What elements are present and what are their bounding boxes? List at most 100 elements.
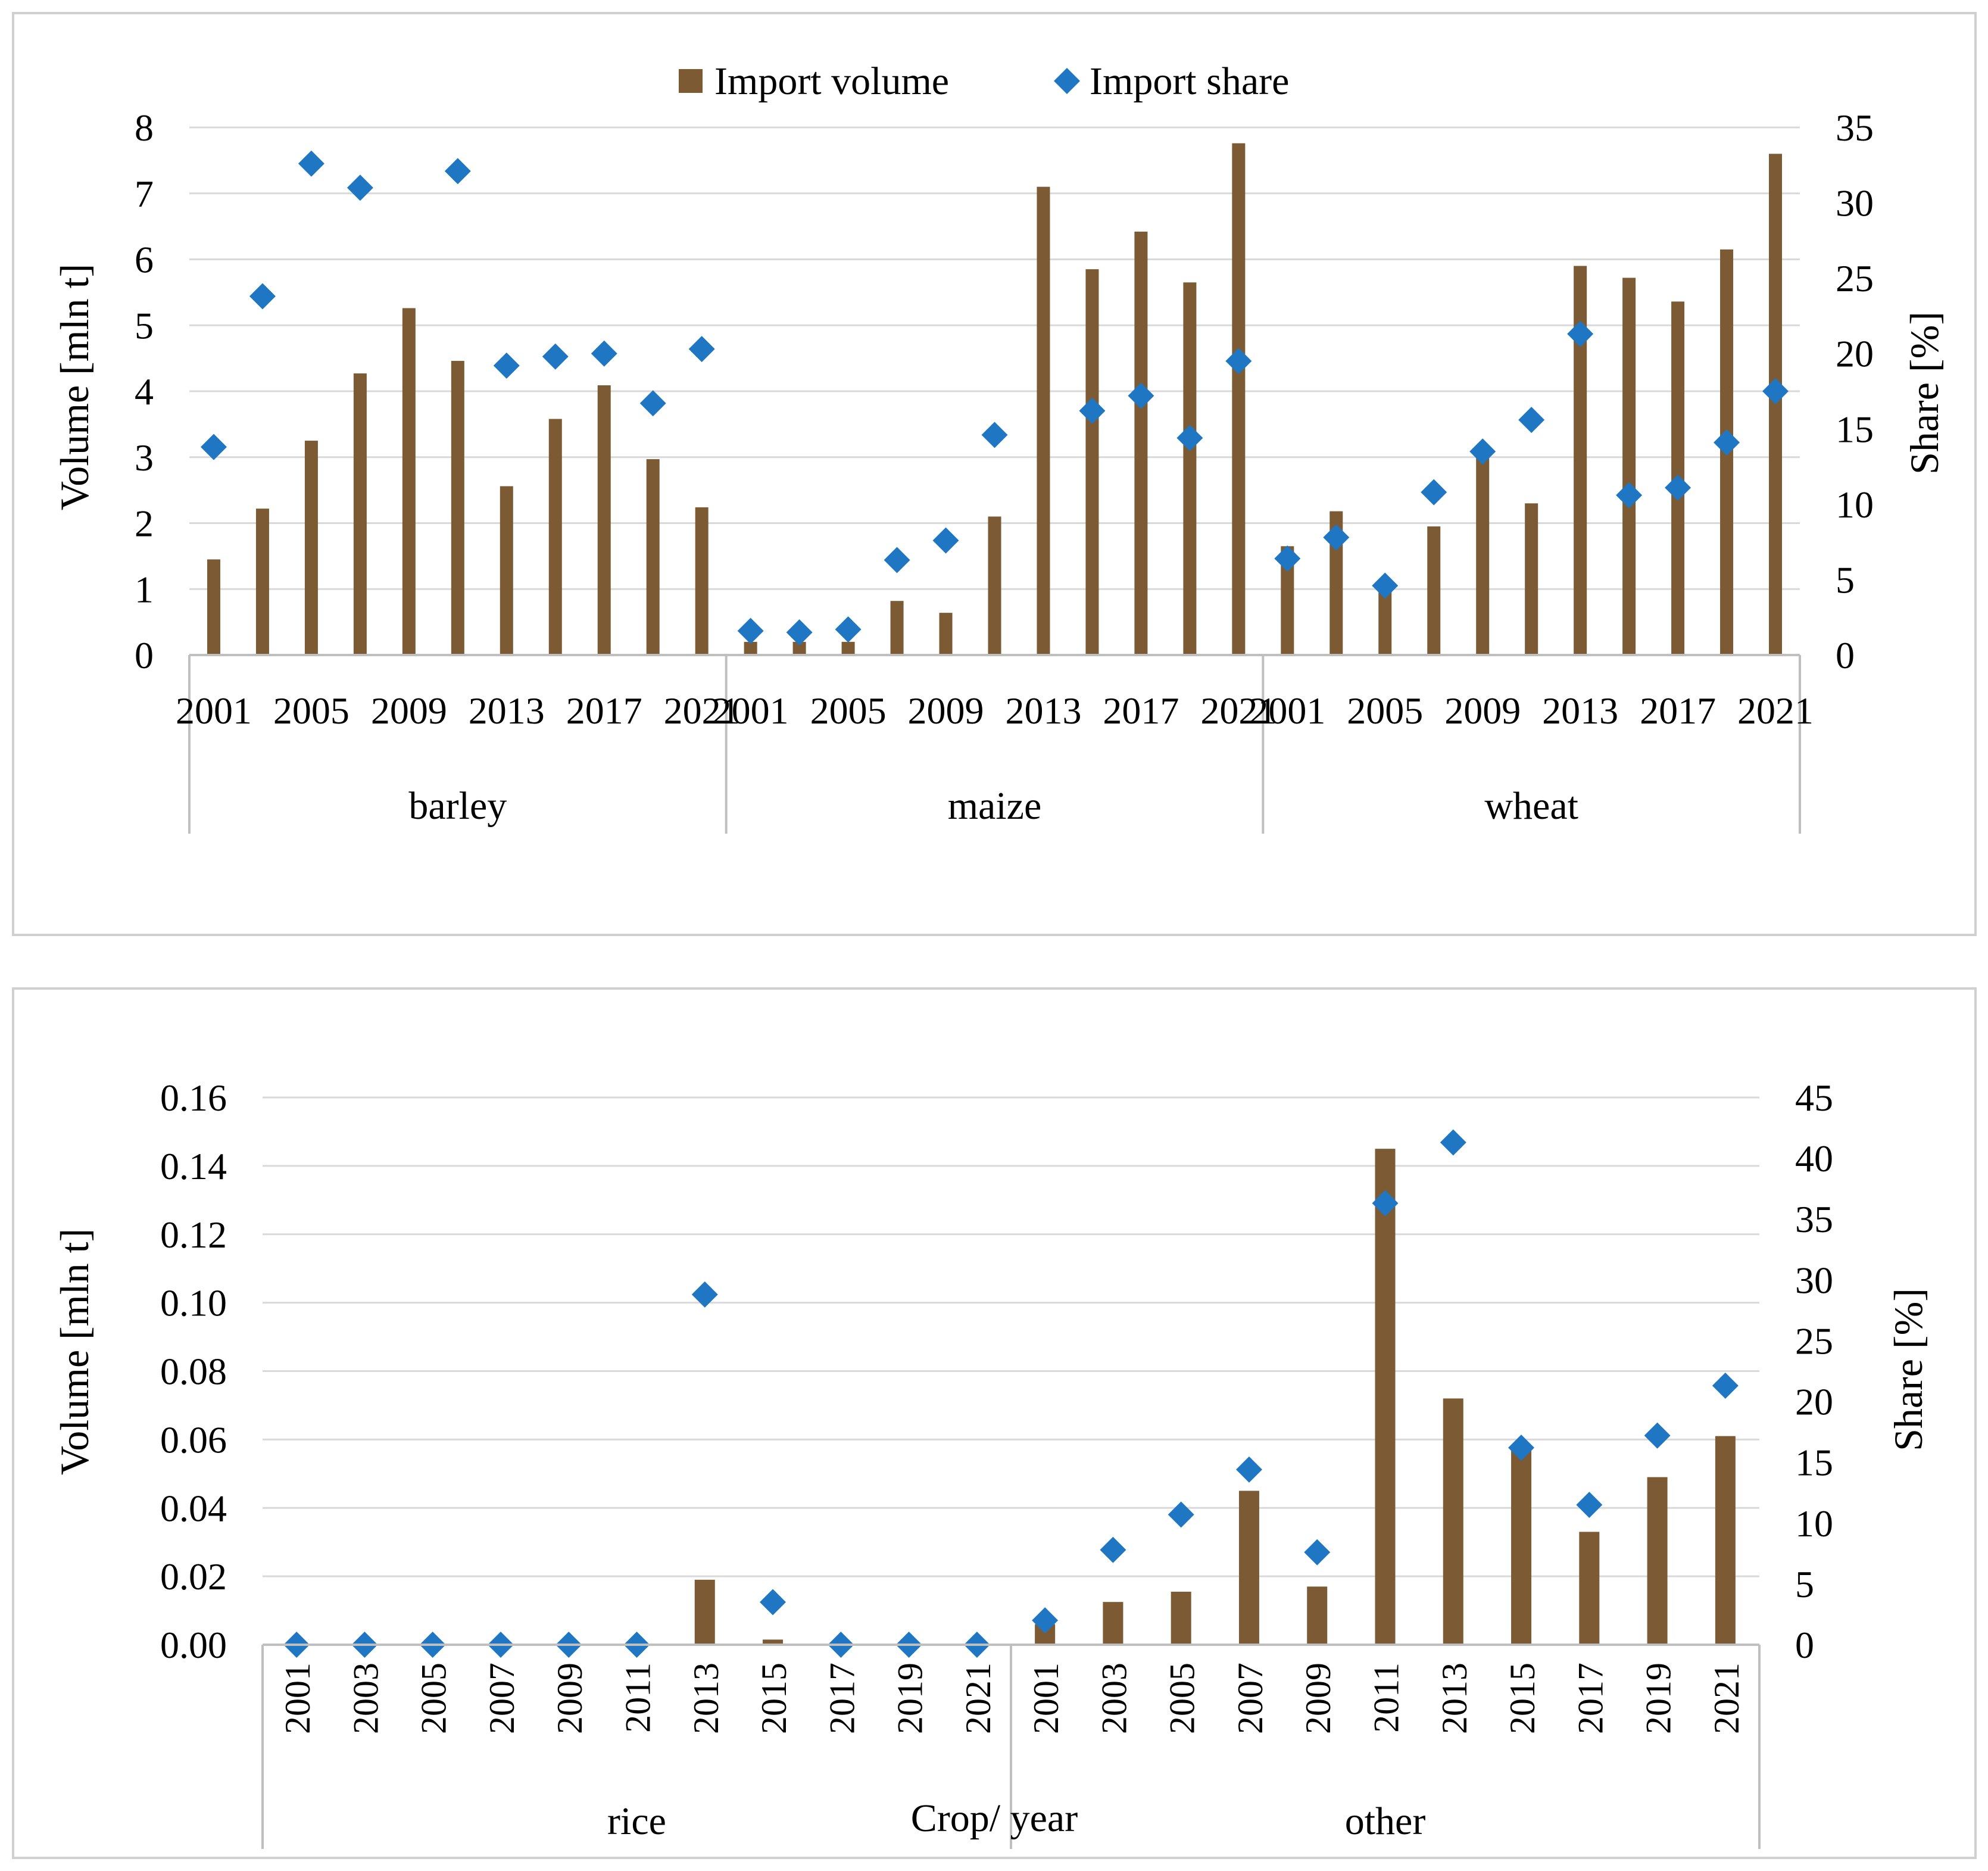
y-tick-label: 8 xyxy=(135,107,154,149)
share-point-other-2021 xyxy=(1712,1373,1739,1399)
top-left-tick-labels: 0 1 2 3 4 5 6 7 8 xyxy=(135,107,154,676)
year-tick-label: 2013 xyxy=(1542,690,1618,732)
volume-bar-wheat-2015 xyxy=(1622,277,1636,655)
share-point-maize-2011 xyxy=(981,422,1008,448)
share-point-wheat-2003 xyxy=(1323,524,1350,551)
year-tick-label: 2013 xyxy=(1435,1663,1474,1734)
year-tick-label: 2001 xyxy=(1249,690,1325,732)
volume-bar-maize-2001 xyxy=(744,641,757,655)
bottom-group-labels: rice other xyxy=(607,1800,1425,1843)
y-tick-label: 6 xyxy=(135,239,154,281)
share-point-barley-2005 xyxy=(298,150,324,177)
bottom-right-axis-title: Share [%] xyxy=(1886,1288,1931,1451)
share-point-wheat-2009 xyxy=(1469,438,1496,465)
top-right-axis-title: Share [%] xyxy=(1902,311,1947,475)
y-tick-label: 0.02 xyxy=(160,1555,227,1598)
volume-bar-other-2013 xyxy=(1443,1398,1463,1645)
y-tick-label: 4 xyxy=(135,370,154,413)
volume-bar-other-2011 xyxy=(1375,1149,1396,1645)
bottom-right-tick-labels: 0 5 10 15 20 25 30 35 40 45 xyxy=(1795,1077,1833,1666)
volume-bar-maize-2017 xyxy=(1134,231,1148,655)
volume-bar-maize-2007 xyxy=(890,601,904,655)
y-tick-label: 5 xyxy=(135,304,154,347)
volume-bar-barley-2009 xyxy=(402,308,416,655)
year-tick-label: 2007 xyxy=(1231,1663,1270,1734)
year-tick-label: 2017 xyxy=(1103,690,1179,732)
y-tick-label: 0.10 xyxy=(160,1282,227,1324)
share-point-barley-2015 xyxy=(542,343,569,370)
volume-bar-other-2015 xyxy=(1511,1446,1532,1645)
legend-volume-swatch xyxy=(679,69,703,93)
year-tick-label: 2003 xyxy=(346,1663,385,1734)
top-chart: 0 1 2 3 4 5 6 7 8 0 5 10 15 20 25 30 35 2001 2005 2009 201… xyxy=(12,12,1977,936)
share-point-rice-2015 xyxy=(760,1589,787,1616)
volume-bar-wheat-2011 xyxy=(1525,503,1538,655)
volume-bar-maize-2015 xyxy=(1085,269,1099,655)
share-point-maize-2007 xyxy=(884,547,910,573)
share-point-rice-2013 xyxy=(691,1281,718,1308)
year-tick-label: 2011 xyxy=(619,1663,658,1733)
year-tick-label: 2021 xyxy=(1200,690,1277,732)
volume-bar-other-2019 xyxy=(1647,1477,1668,1645)
volume-bar-wheat-2021 xyxy=(1769,154,1783,655)
y-tick-label: 7 xyxy=(135,173,154,215)
top-volume-bars xyxy=(207,143,1783,655)
y-right-tick-label: 30 xyxy=(1836,182,1874,224)
legend-share-marker xyxy=(1054,68,1080,94)
volume-bar-maize-2019 xyxy=(1183,282,1197,655)
group-label-rice: rice xyxy=(607,1800,666,1843)
y-right-tick-label: 0 xyxy=(1836,634,1855,676)
share-point-wheat-2021 xyxy=(1762,378,1789,404)
bottom-chart-frame xyxy=(12,987,1977,1859)
y-right-tick-label: 45 xyxy=(1795,1077,1833,1119)
share-point-maize-2003 xyxy=(786,619,813,646)
y-tick-label: 1 xyxy=(135,568,154,610)
share-point-other-2011 xyxy=(1372,1190,1399,1217)
share-point-wheat-2001 xyxy=(1274,545,1301,572)
volume-bar-barley-2005 xyxy=(304,441,318,655)
share-point-wheat-2005 xyxy=(1372,572,1399,599)
volume-bar-other-2007 xyxy=(1238,1490,1259,1645)
volume-bar-maize-2013 xyxy=(1037,186,1050,655)
y-right-tick-label: 15 xyxy=(1836,408,1874,450)
y-right-tick-label: 40 xyxy=(1795,1137,1833,1180)
share-point-wheat-2013 xyxy=(1567,320,1594,347)
year-tick-label: 2017 xyxy=(1640,690,1716,732)
volume-bar-other-2009 xyxy=(1307,1586,1328,1645)
share-point-barley-2011 xyxy=(444,158,471,185)
year-tick-label: 2009 xyxy=(908,690,984,732)
top-chart-frame xyxy=(12,12,1977,936)
share-point-other-2003 xyxy=(1100,1536,1126,1563)
bottom-axes xyxy=(261,1644,1761,1849)
legend-volume-label: Import volume xyxy=(714,60,949,103)
y-tick-label: 0.12 xyxy=(160,1214,227,1256)
y-right-tick-label: 10 xyxy=(1836,484,1874,526)
volume-bar-other-2003 xyxy=(1103,1602,1123,1645)
y-tick-label: 3 xyxy=(135,436,154,479)
top-group-labels: barley maize wheat xyxy=(408,784,1578,828)
y-right-tick-label: 25 xyxy=(1795,1320,1833,1362)
volume-bar-other-2005 xyxy=(1171,1591,1191,1645)
share-point-other-2015 xyxy=(1508,1435,1535,1461)
year-tick-label: 2015 xyxy=(1503,1663,1542,1734)
bottom-share-points xyxy=(283,1129,1739,1658)
share-point-barley-2019 xyxy=(639,390,666,417)
bottom-year-tick-labels: 2001 2003 2005 2007 2009 2011 2013 2015 2017 2019… xyxy=(278,1663,1746,1734)
group-label-wheat: wheat xyxy=(1484,784,1578,828)
share-point-other-2007 xyxy=(1235,1456,1262,1483)
share-point-wheat-2015 xyxy=(1616,482,1643,509)
year-tick-label: 2007 xyxy=(482,1663,522,1734)
top-right-tick-labels: 0 5 10 15 20 25 30 35 xyxy=(1836,107,1874,676)
y-right-tick-label: 35 xyxy=(1795,1198,1833,1240)
year-tick-label: 2021 xyxy=(1707,1663,1746,1734)
year-tick-label: 2001 xyxy=(176,690,252,732)
bottom-left-axis-title: Volume [mln t] xyxy=(52,1228,97,1475)
year-tick-label: 2005 xyxy=(273,690,349,732)
year-tick-label: 2015 xyxy=(754,1663,794,1734)
share-point-barley-2013 xyxy=(493,352,520,379)
share-point-maize-2015 xyxy=(1079,397,1106,424)
bottom-volume-bars xyxy=(694,1149,1736,1645)
y-tick-label: 0.08 xyxy=(160,1351,227,1393)
year-tick-label: 2013 xyxy=(686,1663,726,1734)
y-right-tick-label: 35 xyxy=(1836,107,1874,149)
